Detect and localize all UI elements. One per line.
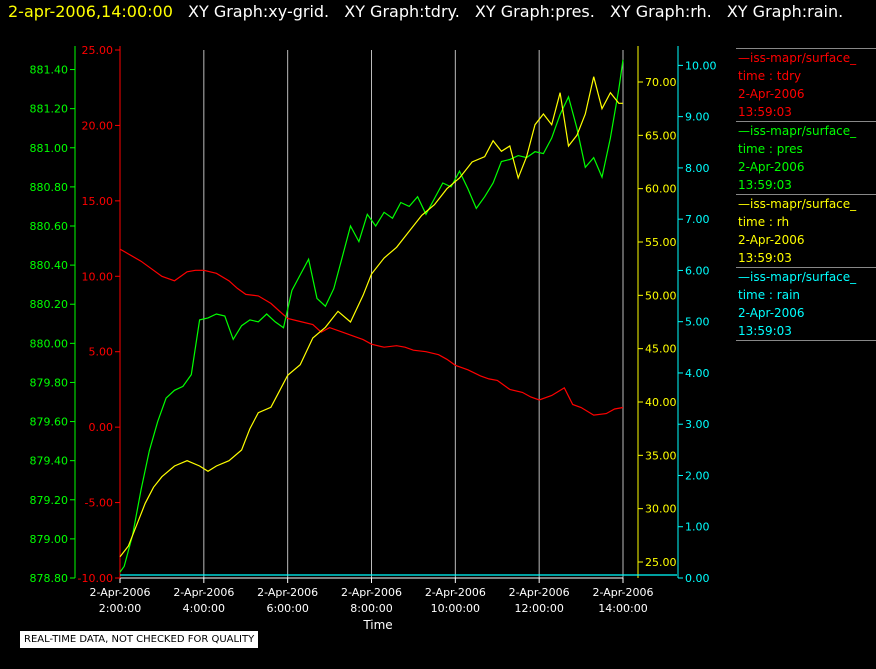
x-tick-time: 10:00:00 xyxy=(431,602,480,615)
x-tick-date: 2-Apr-2006 xyxy=(257,586,318,599)
tdry-tick-label: 5.00 xyxy=(89,346,114,359)
pres-tick-label: 879.80 xyxy=(30,376,69,389)
pres-line xyxy=(119,59,624,573)
legend-date: 2-Apr-2006 xyxy=(738,87,805,101)
header-bar: 2-apr-2006,14:00:00 XY Graph:xy-grid. XY… xyxy=(8,2,843,21)
pres-tick-label: 878.80 xyxy=(30,572,69,585)
legend-time: 13:59:03 xyxy=(738,251,792,265)
rh-tick-label: 40.00 xyxy=(645,396,677,409)
rain-tick-label: 3.00 xyxy=(685,418,710,431)
quality-notice: REAL-TIME DATA, NOT CHECKED FOR QUALITY xyxy=(20,631,259,648)
legend-source: —iss-mapr/surface_ xyxy=(738,270,857,284)
tdry-tick-label: 10.00 xyxy=(82,270,114,283)
x-axis-label: Time xyxy=(362,618,392,632)
pres-tick-label: 881.00 xyxy=(30,142,69,155)
rh-line xyxy=(119,76,623,558)
x-tick-time: 6:00:00 xyxy=(266,602,308,615)
pres-tick-label: 880.80 xyxy=(30,181,69,194)
graph-title-rh[interactable]: XY Graph:rh. xyxy=(609,2,712,21)
tdry-tick-label: 20.00 xyxy=(82,119,114,132)
rain-tick-label: 10.00 xyxy=(685,59,717,72)
rh-tick-label: 70.00 xyxy=(645,76,677,89)
axes: 2-Apr-2006 2:00:00 2-Apr-2006 4:00:00 2-Apr-… xyxy=(30,44,717,615)
pres-tick-label: 880.60 xyxy=(30,220,69,233)
x-tick-time: 4:00:00 xyxy=(183,602,225,615)
legend-entry-pres[interactable]: —iss-mapr/surface_ time : pres 2-Apr-200… xyxy=(736,121,876,194)
header-timestamp: 2-apr-2006,14:00:00 xyxy=(8,2,173,21)
graph-title-pres[interactable]: XY Graph:pres. xyxy=(474,2,595,21)
x-tick-time: 12:00:00 xyxy=(514,602,563,615)
rh-tick-label: 50.00 xyxy=(645,289,677,302)
rain-tick-label: 1.00 xyxy=(685,521,710,534)
rh-tick-label: 30.00 xyxy=(645,503,677,516)
legend-date: 2-Apr-2006 xyxy=(738,306,805,320)
rh-tick-label: 55.00 xyxy=(645,236,677,249)
legend-entry-tdry[interactable]: —iss-mapr/surface_ time : tdry 2-Apr-200… xyxy=(736,48,876,121)
rain-tick-label: 5.00 xyxy=(685,316,710,329)
rh-tick-label: 45.00 xyxy=(645,343,677,356)
x-tick-date: 2-Apr-2006 xyxy=(592,586,653,599)
x-tick-date: 2-Apr-2006 xyxy=(341,586,402,599)
legend-field: time : rain xyxy=(738,288,801,302)
pres-tick-label: 880.00 xyxy=(30,337,69,350)
tdry-tick-label: -10.00 xyxy=(78,572,113,585)
tdry-line xyxy=(119,248,624,416)
x-tick-date: 2-Apr-2006 xyxy=(425,586,486,599)
pres-tick-label: 879.00 xyxy=(30,533,69,546)
rain-tick-label: 2.00 xyxy=(685,469,710,482)
rain-tick-label: 6.00 xyxy=(685,264,710,277)
rain-tick-label: 7.00 xyxy=(685,213,710,226)
legend-field: time : rh xyxy=(738,215,790,229)
rh-tick-label: 35.00 xyxy=(645,449,677,462)
tdry-tick-label: 25.00 xyxy=(82,44,114,57)
legend-date: 2-Apr-2006 xyxy=(738,160,805,174)
graph-title-tdry[interactable]: XY Graph:tdry. xyxy=(344,2,460,21)
legend-field: time : tdry xyxy=(738,69,802,83)
pres-tick-label: 879.60 xyxy=(30,416,69,429)
legend-source: —iss-mapr/surface_ xyxy=(738,51,857,65)
legend: —iss-mapr/surface_ time : tdry 2-Apr-200… xyxy=(736,48,876,341)
tdry-tick-label: 0.00 xyxy=(89,421,114,434)
x-tick-time: 14:00:00 xyxy=(598,602,647,615)
x-tick-date: 2-Apr-2006 xyxy=(509,586,570,599)
graph-title-rain[interactable]: XY Graph:rain. xyxy=(726,2,844,21)
graph-title-xy-grid[interactable]: XY Graph:xy-grid. xyxy=(188,2,330,21)
tdry-tick-label: 15.00 xyxy=(82,195,114,208)
pres-tick-label: 881.20 xyxy=(30,103,69,116)
legend-date: 2-Apr-2006 xyxy=(738,233,805,247)
grid-lines xyxy=(203,50,624,578)
rh-tick-label: 25.00 xyxy=(645,556,677,569)
rain-tick-label: 0.00 xyxy=(685,572,710,585)
legend-time: 13:59:03 xyxy=(738,178,792,192)
legend-field: time : pres xyxy=(738,142,803,156)
x-tick-time: 8:00:00 xyxy=(350,602,392,615)
rh-tick-label: 65.00 xyxy=(645,129,677,142)
legend-time: 13:59:03 xyxy=(738,324,792,338)
pres-tick-label: 881.40 xyxy=(30,64,69,77)
pres-tick-label: 879.20 xyxy=(30,494,69,507)
rain-tick-label: 4.00 xyxy=(685,367,710,380)
legend-time: 13:59:03 xyxy=(738,105,792,119)
legend-entry-rh[interactable]: —iss-mapr/surface_ time : rh 2-Apr-2006 … xyxy=(736,194,876,267)
rain-tick-label: 9.00 xyxy=(685,111,710,124)
pres-tick-label: 879.40 xyxy=(30,455,69,468)
pres-tick-label: 880.40 xyxy=(30,259,69,272)
x-tick-date: 2-Apr-2006 xyxy=(173,586,234,599)
legend-source: —iss-mapr/surface_ xyxy=(738,197,857,211)
legend-entry-rain[interactable]: —iss-mapr/surface_ time : rain 2-Apr-200… xyxy=(736,267,876,341)
x-tick-date: 2-Apr-2006 xyxy=(89,586,150,599)
pres-tick-label: 880.20 xyxy=(30,298,69,311)
legend-source: —iss-mapr/surface_ xyxy=(738,124,857,138)
rain-tick-label: 8.00 xyxy=(685,162,710,175)
tdry-tick-label: -5.00 xyxy=(85,497,113,510)
rh-tick-label: 60.00 xyxy=(645,183,677,196)
series-lines xyxy=(119,59,677,576)
x-tick-time: 2:00:00 xyxy=(99,602,141,615)
